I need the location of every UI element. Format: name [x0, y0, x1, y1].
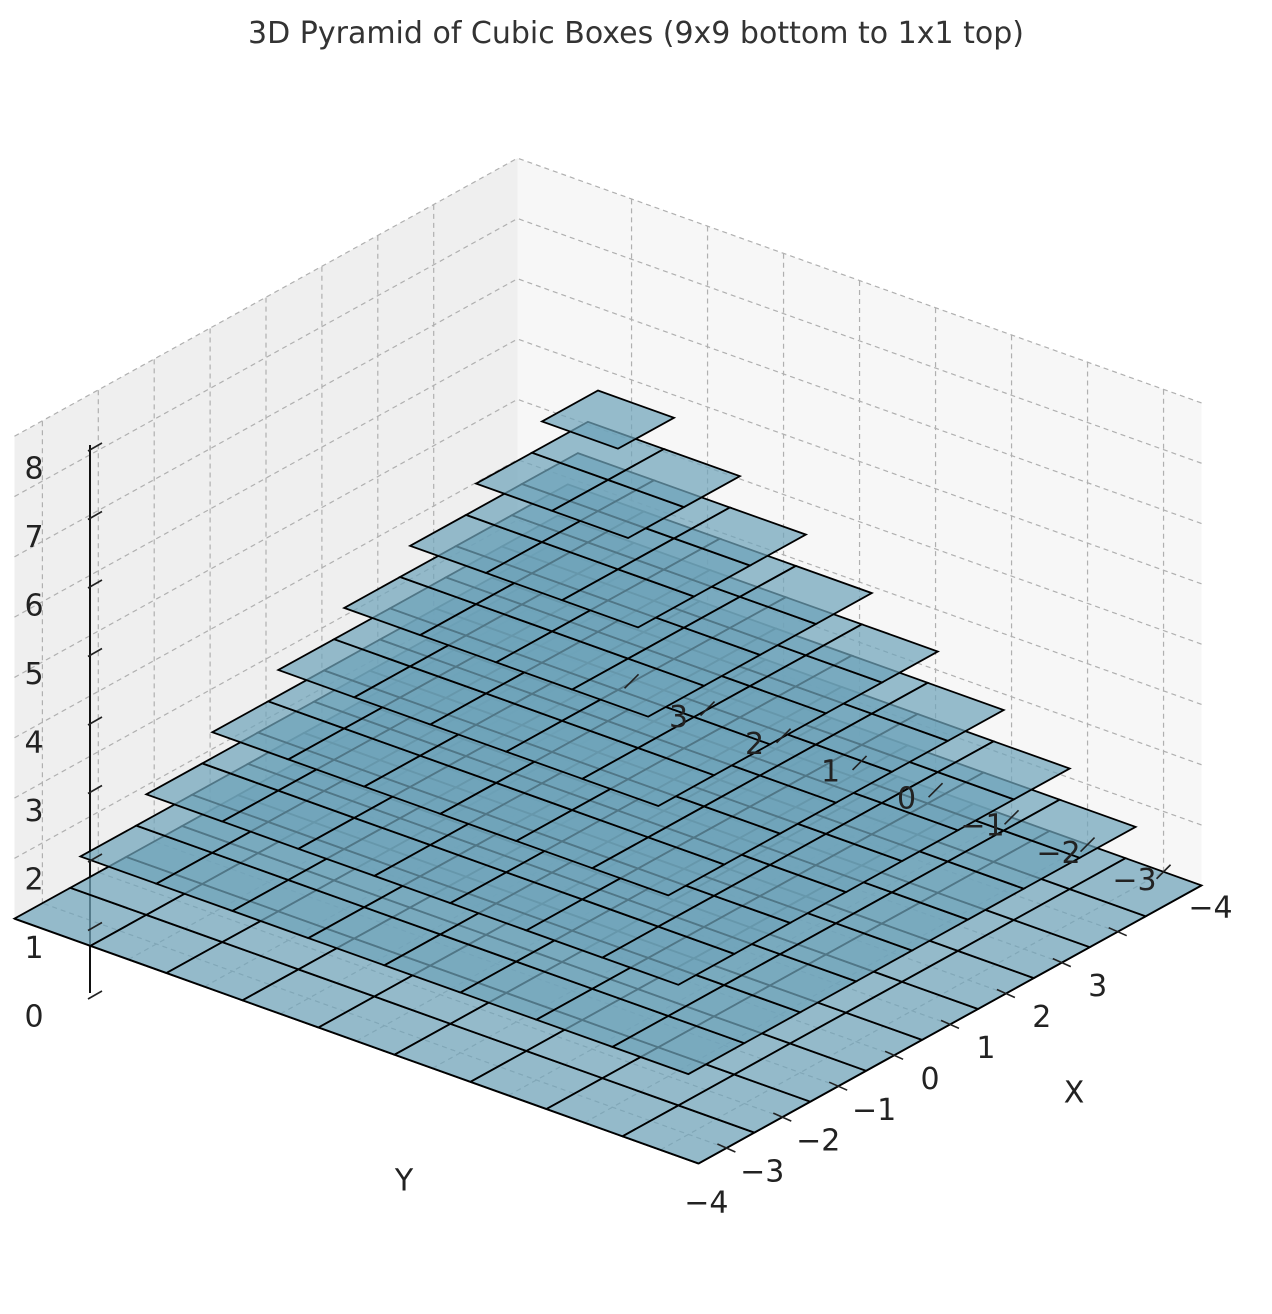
z-tick-mark: [87, 921, 103, 932]
y-tick-label: −1: [852, 1093, 896, 1128]
x-tick-label: −1: [960, 809, 1004, 844]
pyramid-box: [869, 681, 1006, 742]
x-tick-label: 3: [669, 700, 688, 735]
y-tick-mark: [884, 1050, 904, 1061]
x-tick-label: −4: [1188, 890, 1232, 925]
grid-line-z: [14, 278, 518, 558]
y-tick-label: 2: [1032, 1000, 1051, 1035]
z-tick-label: 4: [24, 726, 43, 761]
z-tick-label: 8: [24, 452, 43, 487]
grid-line-z: [14, 157, 518, 437]
pyramid-box: [605, 448, 743, 509]
y-tick-mark: [1052, 957, 1072, 968]
tick-marks: [87, 442, 1172, 1153]
pyramid-box: [803, 623, 940, 684]
z-tick-label: 3: [24, 794, 43, 829]
y-tick-label: −4: [684, 1186, 728, 1221]
z-tick-mark: [87, 510, 103, 521]
z-tick-mark: [87, 579, 103, 589]
grid-line-z: [517, 338, 1202, 585]
z-tick-label: 6: [24, 589, 43, 624]
pyramid-box: [539, 389, 677, 450]
grid-line-z: [14, 217, 518, 498]
y-tick-label: −2: [796, 1124, 840, 1159]
x-tick-mark: [775, 728, 792, 744]
x-tick-mark: [851, 755, 868, 771]
grid-line-z: [517, 157, 1202, 404]
y-tick-label: 3: [1088, 969, 1107, 1004]
grid-line-z: [14, 338, 518, 618]
pyramid-boxes: [12, 389, 1204, 1165]
chart-title: 3D Pyramid of Cubic Boxes (9x9 bottom to…: [248, 16, 1024, 51]
x-tick-mark: [1155, 864, 1172, 880]
y-axis-label: Y: [394, 1164, 414, 1199]
grid-line-z: [14, 398, 518, 678]
y-tick-mark: [940, 1019, 960, 1030]
y-tick-label: 0: [920, 1062, 939, 1097]
z-tick-mark: [87, 784, 103, 795]
left-wall-pane: [14, 158, 518, 919]
z-tick-mark: [87, 647, 103, 658]
grid-line-z: [14, 459, 518, 739]
y-tick-mark: [996, 988, 1016, 999]
grid-line-z: [517, 278, 1202, 525]
z-tick-label: 1: [24, 931, 43, 966]
x-tick-mark: [1079, 836, 1096, 853]
pyramid-box: [1001, 798, 1138, 859]
x-tick-label: 0: [897, 782, 916, 817]
pyramid-box: [1067, 857, 1204, 918]
x-tick-label: 1: [821, 754, 840, 789]
y-tick-mark: [772, 1112, 792, 1122]
z-tick-mark: [87, 442, 103, 452]
z-tick-mark: [87, 990, 103, 1000]
x-tick-mark: [623, 673, 640, 689]
z-tick-label: 5: [24, 657, 43, 692]
grid-line-z: [517, 217, 1202, 464]
pyramid-box: [737, 564, 874, 625]
x-axis-label: X: [1064, 1076, 1085, 1111]
y-tick-mark: [828, 1081, 848, 1091]
x-tick-label: −3: [1112, 863, 1156, 898]
x-tick-label: −2: [1036, 836, 1080, 871]
z-tick-label: 2: [24, 863, 43, 898]
y-tick-mark: [717, 1143, 736, 1153]
z-tick-label: 0: [24, 1000, 43, 1035]
x-tick-label: 2: [745, 727, 764, 762]
z-tick-mark: [87, 853, 103, 863]
z-tick-label: 7: [24, 520, 43, 555]
tick-labels: −4 −3 −2 −1 0 1 2 3 −4 −3 −2 −1 0 1 2 3 0 1 2 3 4 5 6 7 8 Y X: [24, 452, 1232, 1221]
pyramid-box: [671, 506, 809, 567]
x-tick-mark: [699, 700, 716, 717]
y-tick-label: −3: [740, 1155, 784, 1190]
z-tick-mark: [87, 716, 103, 726]
x-tick-mark: [1003, 809, 1020, 825]
y-tick-mark: [1108, 926, 1128, 937]
x-tick-mark: [927, 782, 944, 798]
pyramid-box: [935, 740, 1072, 801]
y-tick-label: 1: [976, 1031, 995, 1066]
